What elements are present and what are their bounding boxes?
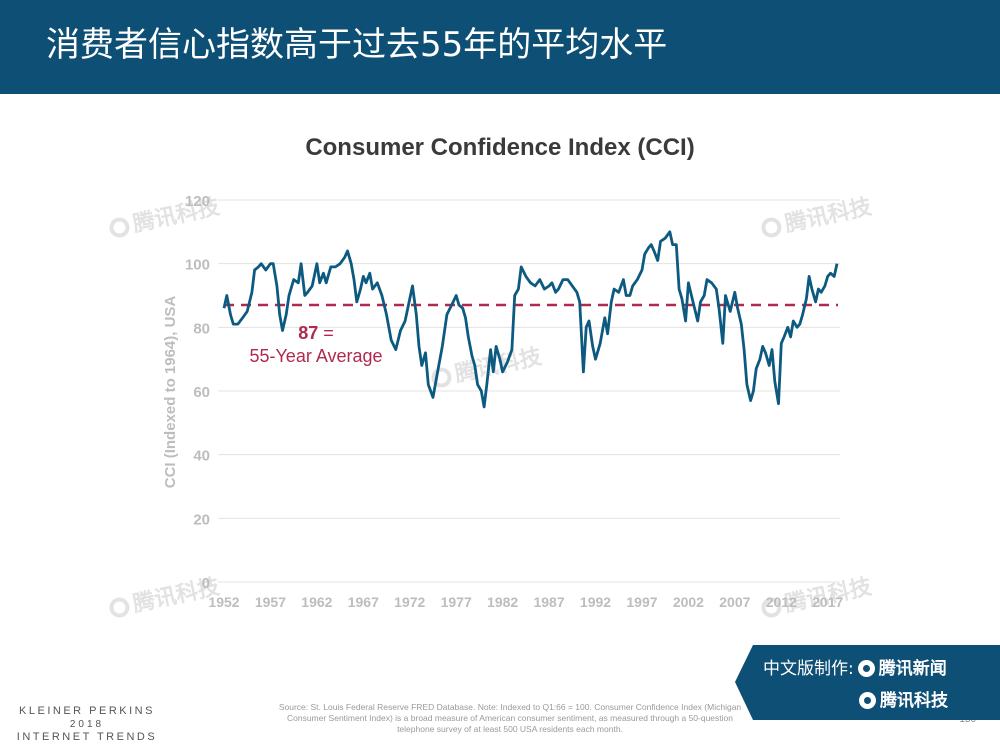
slide-header: 消费者信心指数高于过去55年的平均水平 [0,0,1000,94]
x-tick-label: 1957 [255,594,286,610]
gridlines [218,199,840,583]
tencent-logo-icon [859,692,876,709]
x-tick-label: 2002 [673,594,704,610]
cci-series-line [222,230,839,409]
x-axis-ticks: 1952 1957 1962 1967 1972 1977 1982 1987 1992 1997… [208,594,843,610]
badge-name-2: 腾讯科技 [880,691,948,711]
tencent-logo-icon [857,660,875,677]
y-tick-label: 20 [193,511,210,528]
y-tick-label: 40 [193,448,210,465]
x-tick-label: 2012 [766,594,797,610]
y-axis-ticks: 0 20 40 60 80 100 120 [185,193,210,592]
average-value: 87 [298,323,318,343]
x-tick-label: 1967 [348,594,379,610]
translation-badge: 中文版制作: 腾讯新闻 腾讯科技 [735,645,1000,720]
average-caption: 55-Year Average [249,346,382,366]
x-tick-label: 1992 [580,594,611,610]
x-tick-label: 1972 [394,594,425,610]
badge-prefix: 中文版制作: [763,659,854,679]
source-note: Source: St. Louis Federal Reserve FRED D… [278,702,742,734]
chart-title: Consumer Confidence Index (CCI) [305,134,695,161]
y-tick-label: 0 [202,575,210,592]
badge-line-1: 中文版制作: 腾讯新闻 [763,654,947,679]
badge-name-1: 腾讯新闻 [878,659,947,679]
badge-line-2: 腾讯科技 [855,686,948,711]
x-tick-label: 1997 [626,594,657,610]
x-tick-label: 1987 [533,594,564,610]
x-tick-label: 2017 [812,594,843,610]
average-value-label: 87 = [298,323,334,343]
x-tick-label: 2007 [719,594,750,610]
y-tick-label: 100 [185,257,210,274]
branding-line-1: KLEINER PERKINS [19,705,155,717]
kp-branding: KLEINER PERKINS 2018 INTERNET TRENDS [12,705,162,744]
x-tick-label: 1952 [208,594,239,610]
y-tick-label: 60 [193,384,210,401]
average-equals: = [318,323,334,343]
branding-line-3: INTERNET TRENDS [16,731,158,743]
x-tick-label: 1982 [487,594,518,610]
y-axis-label: CCI (Indexed to 1964), USA [162,296,179,489]
slide-title: 消费者信心指数高于过去55年的平均水平 [46,25,668,65]
y-tick-label: 80 [193,320,210,337]
x-tick-label: 1977 [441,594,472,610]
x-tick-label: 1962 [301,594,332,610]
branding-line-2: 2018 [69,719,105,730]
y-tick-label: 120 [185,193,210,210]
